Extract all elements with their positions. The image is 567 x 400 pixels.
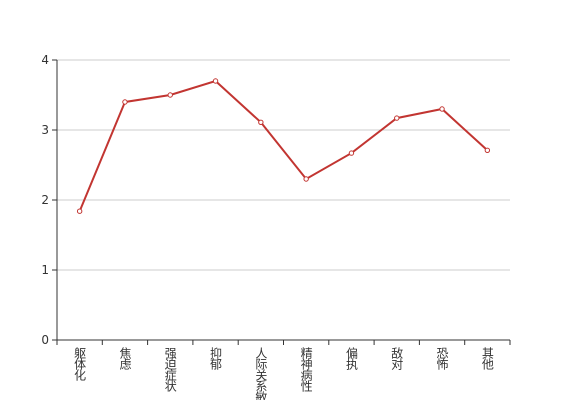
point	[76, 208, 83, 214]
x-tick-label: 其他	[480, 347, 494, 370]
line	[78, 79, 489, 212]
y-tick-label: 2	[41, 193, 49, 207]
y-tick-label: 4	[41, 53, 49, 67]
point	[484, 147, 491, 154]
x-tick-label: 躯体化	[73, 346, 87, 382]
point	[258, 119, 264, 126]
x-tick-label: 焦虑	[118, 347, 132, 370]
x-tick-label: 偏执	[344, 346, 358, 371]
x-tick-label: 强迫症状	[163, 347, 177, 392]
x-tick-label: 敌对	[390, 346, 404, 370]
x-tick-label: 精神病性	[299, 347, 313, 393]
x-tick-label: 抑郁	[209, 346, 223, 371]
y-tick-label: 3	[41, 123, 49, 137]
x-tick-label: 人际关系敏感	[254, 347, 268, 400]
point	[348, 150, 355, 156]
y-tick-label: 0	[41, 333, 49, 347]
x-tick-label: 恐怖	[435, 347, 449, 370]
point	[212, 78, 219, 84]
point	[303, 176, 309, 182]
point	[167, 92, 173, 98]
point	[122, 99, 128, 105]
point	[394, 115, 400, 121]
y-tick-label: 1	[41, 263, 49, 277]
point	[439, 106, 445, 112]
